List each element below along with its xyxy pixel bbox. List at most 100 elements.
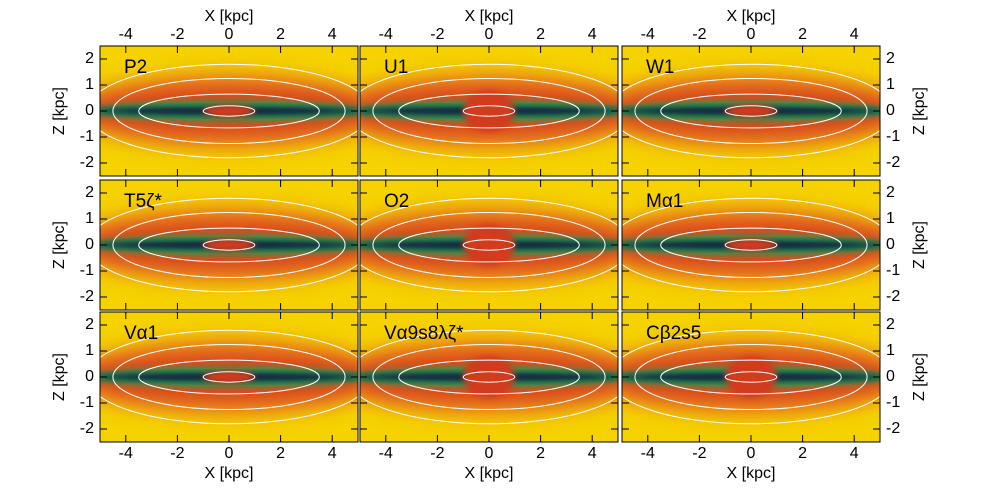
x-tick-label: 0 <box>485 445 494 462</box>
x-tick-label: -2 <box>170 26 184 43</box>
panel <box>100 312 358 442</box>
x-tick-label: 4 <box>588 445 597 462</box>
contour <box>724 105 778 117</box>
contour <box>360 197 618 293</box>
y-tick-label: 0 <box>85 102 94 119</box>
y-tick-label: 1 <box>886 210 895 227</box>
bulge <box>203 238 255 252</box>
y-tick-label: 0 <box>85 236 94 253</box>
x-tick-label: -2 <box>430 445 444 462</box>
x-tick-label: 0 <box>747 445 756 462</box>
contour <box>202 371 256 383</box>
panel <box>100 180 358 310</box>
y-tick-label: -2 <box>80 420 94 437</box>
x-tick-label: 2 <box>536 445 545 462</box>
y-tick-label: 2 <box>85 184 94 201</box>
bulge <box>463 356 515 398</box>
contour <box>462 371 516 383</box>
x-tick-label: -4 <box>641 445 655 462</box>
x-tick-label: 2 <box>798 445 807 462</box>
contour <box>100 197 358 293</box>
y-tick-label: 2 <box>85 316 94 333</box>
y-tick-label: 1 <box>886 76 895 93</box>
y-tick-label: 1 <box>886 342 895 359</box>
panel <box>360 46 618 176</box>
contour <box>660 359 842 395</box>
y-tick-label: 2 <box>886 316 895 333</box>
x-tick-label: -4 <box>379 445 393 462</box>
contour <box>360 63 618 159</box>
y-tick-label: -2 <box>886 288 900 305</box>
y-tick-label: -1 <box>886 394 900 411</box>
bulge <box>463 224 515 266</box>
contour <box>462 105 516 117</box>
contour <box>660 227 842 263</box>
panel-title: Cβ2s5 <box>646 323 701 344</box>
y-tick-label: -1 <box>886 262 900 279</box>
x-tick-label: -2 <box>692 445 706 462</box>
x-tick-label: -4 <box>119 26 133 43</box>
y-tick-label: 0 <box>886 102 895 119</box>
panel <box>100 46 358 176</box>
y-tick-label: -1 <box>80 262 94 279</box>
contour <box>372 78 606 144</box>
contour <box>202 239 256 251</box>
contour <box>138 93 320 129</box>
panel-title: Vα9s8λζ* <box>384 323 464 344</box>
y-tick-label: 0 <box>886 236 895 253</box>
panel-title: Mα1 <box>646 191 683 212</box>
contour <box>372 344 606 410</box>
y-tick-label: -2 <box>886 154 900 171</box>
panel <box>622 312 880 442</box>
x-tick-label: -4 <box>641 26 655 43</box>
contour <box>724 371 778 383</box>
y-axis-label: Z [kpc] <box>911 353 928 401</box>
panel-title: P2 <box>124 57 147 78</box>
bulge <box>203 370 255 384</box>
y-tick-label: 2 <box>886 50 895 67</box>
panel <box>622 46 880 176</box>
y-tick-label: 2 <box>886 184 895 201</box>
contour <box>112 344 346 410</box>
x-axis-label: X [kpc] <box>205 465 254 482</box>
bulge <box>463 90 515 132</box>
y-axis-label: Z [kpc] <box>911 221 928 269</box>
y-tick-label: -2 <box>80 154 94 171</box>
contour <box>398 359 580 395</box>
contour <box>634 212 868 278</box>
y-tick-label: 2 <box>85 50 94 67</box>
panel-title: O2 <box>384 191 409 212</box>
x-tick-label: 4 <box>328 445 337 462</box>
panel-title: Vα1 <box>124 323 158 344</box>
x-tick-label: -4 <box>379 26 393 43</box>
contour <box>660 93 842 129</box>
x-tick-label: 2 <box>798 26 807 43</box>
y-axis-label: Z [kpc] <box>51 353 68 401</box>
x-tick-label: -4 <box>119 445 133 462</box>
x-tick-label: 2 <box>536 26 545 43</box>
bulge <box>203 104 255 118</box>
contour <box>100 329 358 425</box>
y-tick-label: 1 <box>85 76 94 93</box>
y-axis-label: Z [kpc] <box>51 221 68 269</box>
x-axis-label: X [kpc] <box>205 8 254 25</box>
contour <box>138 359 320 395</box>
y-tick-label: 1 <box>85 210 94 227</box>
y-tick-label: -2 <box>886 420 900 437</box>
x-axis-label: X [kpc] <box>465 465 514 482</box>
y-tick-label: 1 <box>85 342 94 359</box>
y-tick-label: -1 <box>886 128 900 145</box>
contour <box>202 105 256 117</box>
x-tick-label: 2 <box>276 26 285 43</box>
contour <box>112 212 346 278</box>
y-tick-label: -1 <box>80 394 94 411</box>
x-tick-label: 2 <box>276 445 285 462</box>
contour <box>622 63 880 159</box>
x-tick-label: -2 <box>430 26 444 43</box>
contour <box>398 93 580 129</box>
panel-title: U1 <box>384 57 408 78</box>
contour <box>112 78 346 144</box>
x-axis-label: X [kpc] <box>465 8 514 25</box>
contour <box>398 227 580 263</box>
